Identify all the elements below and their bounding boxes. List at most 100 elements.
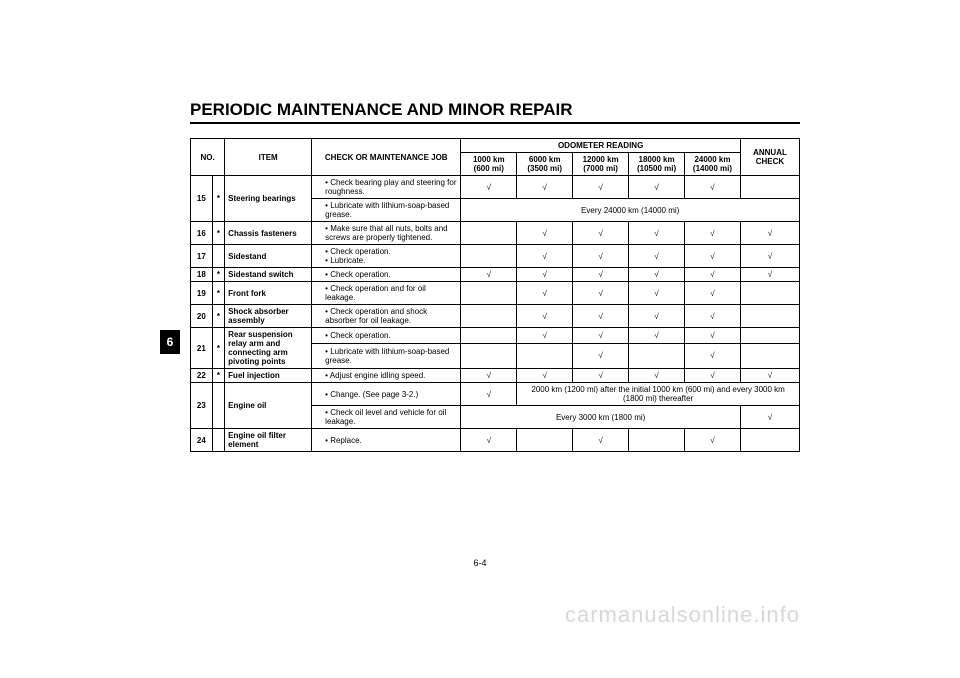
watermark: carmanualsonline.info xyxy=(565,602,800,628)
cell-check: √ xyxy=(517,305,573,328)
cell-check xyxy=(461,245,517,268)
cell-check: √ xyxy=(685,429,741,452)
cell-check: √ xyxy=(740,369,799,383)
table-row: 16*Chassis fastenersMake sure that all n… xyxy=(191,222,800,245)
cell-check: √ xyxy=(740,245,799,268)
th-job: CHECK OR MAINTENANCE JOB xyxy=(312,139,461,176)
cell-check xyxy=(461,305,517,328)
table-row: 17SidestandCheck operation.Lubricate.√√√… xyxy=(191,245,800,268)
cell-check: √ xyxy=(461,369,517,383)
cell-asterisk xyxy=(212,383,224,429)
cell-check: √ xyxy=(685,176,741,199)
cell-check: √ xyxy=(685,328,741,344)
cell-check: √ xyxy=(685,222,741,245)
cell-check xyxy=(461,343,517,369)
cell-check: √ xyxy=(629,176,685,199)
cell-item: Front fork xyxy=(225,282,312,305)
cell-asterisk: * xyxy=(212,268,224,282)
cell-check: √ xyxy=(517,369,573,383)
cell-check: √ xyxy=(685,245,741,268)
cell-check: √ xyxy=(573,268,629,282)
cell-check xyxy=(629,429,685,452)
cell-check: √ xyxy=(685,305,741,328)
cell-asterisk: * xyxy=(212,369,224,383)
cell-check xyxy=(740,328,799,344)
cell-no: 21 xyxy=(191,328,213,369)
table-body: 15*Steering bearingsCheck bearing play a… xyxy=(191,176,800,452)
table-row: 19*Front forkCheck operation and for oil… xyxy=(191,282,800,305)
th-annual: ANNUAL CHECK xyxy=(740,139,799,176)
cell-job: Make sure that all nuts, bolts and screw… xyxy=(312,222,461,245)
cell-span-note: Every 24000 km (14000 mi) xyxy=(461,199,800,222)
cell-check: √ xyxy=(573,176,629,199)
cell-job: Lubricate with lithium-soap-based grease… xyxy=(312,199,461,222)
cell-check: √ xyxy=(573,282,629,305)
cell-job: Check operation.Lubricate. xyxy=(312,245,461,268)
cell-check: √ xyxy=(685,343,741,369)
cell-no: 17 xyxy=(191,245,213,268)
cell-no: 15 xyxy=(191,176,213,222)
cell-span-note: 2000 km (1200 mi) after the initial 1000… xyxy=(517,383,800,406)
cell-check: √ xyxy=(573,222,629,245)
cell-check: √ xyxy=(629,245,685,268)
cell-check: √ xyxy=(629,305,685,328)
cell-item: Rear suspension relay arm and connecting… xyxy=(225,328,312,369)
cell-check: √ xyxy=(461,176,517,199)
cell-check: √ xyxy=(517,268,573,282)
cell-no: 19 xyxy=(191,282,213,305)
th-odo-col: 6000 km(3500 mi) xyxy=(517,153,573,176)
cell-item: Engine oil xyxy=(225,383,312,429)
th-odo: ODOMETER READING xyxy=(461,139,741,153)
cell-asterisk: * xyxy=(212,176,224,222)
cell-job: Check bearing play and steering for roug… xyxy=(312,176,461,199)
cell-no: 22 xyxy=(191,369,213,383)
cell-asterisk: * xyxy=(212,328,224,369)
cell-job: Check oil level and vehicle for oil leak… xyxy=(312,406,461,429)
cell-check xyxy=(629,343,685,369)
cell-item: Steering bearings xyxy=(225,176,312,222)
table-row: 24Engine oil filter elementReplace.√√√ xyxy=(191,429,800,452)
table-row: 15*Steering bearingsCheck bearing play a… xyxy=(191,176,800,199)
cell-check: √ xyxy=(629,328,685,344)
cell-check: √ xyxy=(740,406,799,429)
cell-item: Sidestand xyxy=(225,245,312,268)
cell-check: √ xyxy=(685,369,741,383)
cell-check: √ xyxy=(740,268,799,282)
th-no: NO. xyxy=(191,139,225,176)
cell-job: Adjust engine idling speed. xyxy=(312,369,461,383)
cell-check: √ xyxy=(629,369,685,383)
table-row: 18*Sidestand switchCheck operation.√√√√√… xyxy=(191,268,800,282)
cell-check xyxy=(740,176,799,199)
cell-check: √ xyxy=(517,245,573,268)
cell-check xyxy=(740,429,799,452)
cell-item: Fuel injection xyxy=(225,369,312,383)
cell-item: Shock absorber assembly xyxy=(225,305,312,328)
cell-check xyxy=(461,282,517,305)
cell-check: √ xyxy=(573,328,629,344)
cell-check: √ xyxy=(573,429,629,452)
cell-check xyxy=(740,305,799,328)
cell-check xyxy=(517,429,573,452)
cell-item: Chassis fasteners xyxy=(225,222,312,245)
cell-check: √ xyxy=(517,328,573,344)
cell-check xyxy=(461,328,517,344)
cell-item: Engine oil filter element xyxy=(225,429,312,452)
cell-no: 16 xyxy=(191,222,213,245)
th-odo-col: 12000 km(7000 mi) xyxy=(573,153,629,176)
cell-check xyxy=(517,343,573,369)
cell-check: √ xyxy=(629,268,685,282)
cell-check: √ xyxy=(629,222,685,245)
page-number: 6-4 xyxy=(0,558,960,568)
cell-job: Replace. xyxy=(312,429,461,452)
cell-check: √ xyxy=(629,282,685,305)
th-item: ITEM xyxy=(225,139,312,176)
cell-check: √ xyxy=(461,383,517,406)
cell-check: √ xyxy=(517,176,573,199)
chapter-tab: 6 xyxy=(160,330,180,354)
cell-check xyxy=(740,282,799,305)
cell-check: √ xyxy=(517,222,573,245)
cell-check xyxy=(461,222,517,245)
cell-check: √ xyxy=(573,343,629,369)
cell-check: √ xyxy=(461,268,517,282)
cell-no: 24 xyxy=(191,429,213,452)
